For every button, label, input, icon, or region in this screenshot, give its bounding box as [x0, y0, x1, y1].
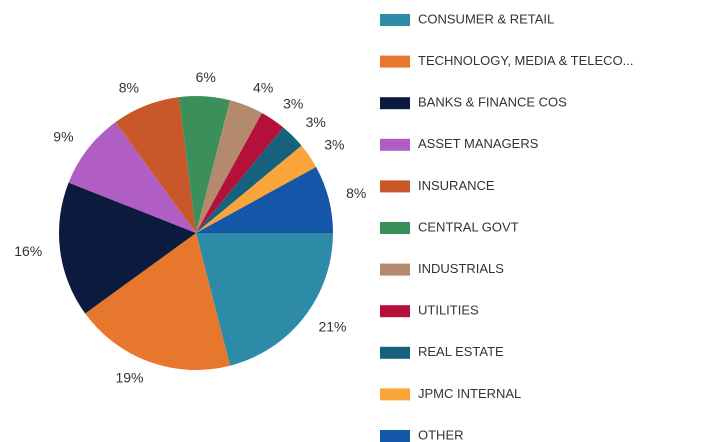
pie-slice: [196, 233, 333, 366]
pie-slice: [196, 145, 317, 233]
legend-swatch: [380, 346, 410, 359]
legend-label: REAL ESTATE: [418, 344, 504, 359]
legend-label: INDUSTRIALS: [418, 261, 504, 276]
legend-label: OTHER: [418, 427, 464, 442]
legend-label: CENTRAL GOVT: [418, 219, 519, 234]
legend-swatch: [380, 55, 410, 68]
slice-label: 3%: [324, 137, 344, 153]
legend-label: UTILITIES: [418, 303, 479, 318]
slice-label: 21%: [318, 319, 346, 335]
legend-label: CONSUMER & RETAIL: [418, 11, 554, 26]
pie-slice: [196, 100, 263, 233]
pie-slice: [68, 122, 196, 233]
pie-slice: [59, 182, 196, 314]
legend-swatch: [380, 14, 410, 26]
pie-slice: [85, 233, 231, 370]
legend-label: INSURANCE: [418, 178, 495, 193]
slice-label: 3%: [283, 96, 303, 112]
pie-slice: [178, 95, 231, 233]
legend-swatch: [380, 97, 410, 110]
legend-label: BANKS & FINANCE COS: [418, 95, 567, 110]
pie-slice: [196, 166, 333, 233]
slice-label: 9%: [53, 129, 73, 145]
legend-label: TECHNOLOGY, MEDIA & TELECO...: [418, 53, 634, 68]
pie-slice: [115, 97, 196, 233]
slice-label: 3%: [306, 114, 326, 130]
legend-swatch: [380, 138, 410, 151]
legend-swatch: [380, 180, 410, 193]
legend-swatch: [380, 430, 410, 442]
legend-swatch: [380, 222, 410, 234]
legend-swatch: [380, 305, 410, 318]
legend-label: JPMC INTERNAL: [418, 386, 521, 401]
legend-swatch: [380, 388, 410, 401]
slice-label: 19%: [115, 370, 143, 386]
slice-label: 8%: [346, 185, 366, 201]
slice-label: 4%: [253, 80, 273, 96]
pie-slice: [196, 127, 302, 233]
legend-label: ASSET MANAGERS: [418, 136, 539, 151]
slice-label: 8%: [119, 80, 139, 96]
slice-label: 6%: [196, 69, 216, 85]
pie-slice: [196, 112, 284, 233]
legend-swatch: [380, 263, 410, 276]
slice-label: 16%: [14, 243, 42, 259]
